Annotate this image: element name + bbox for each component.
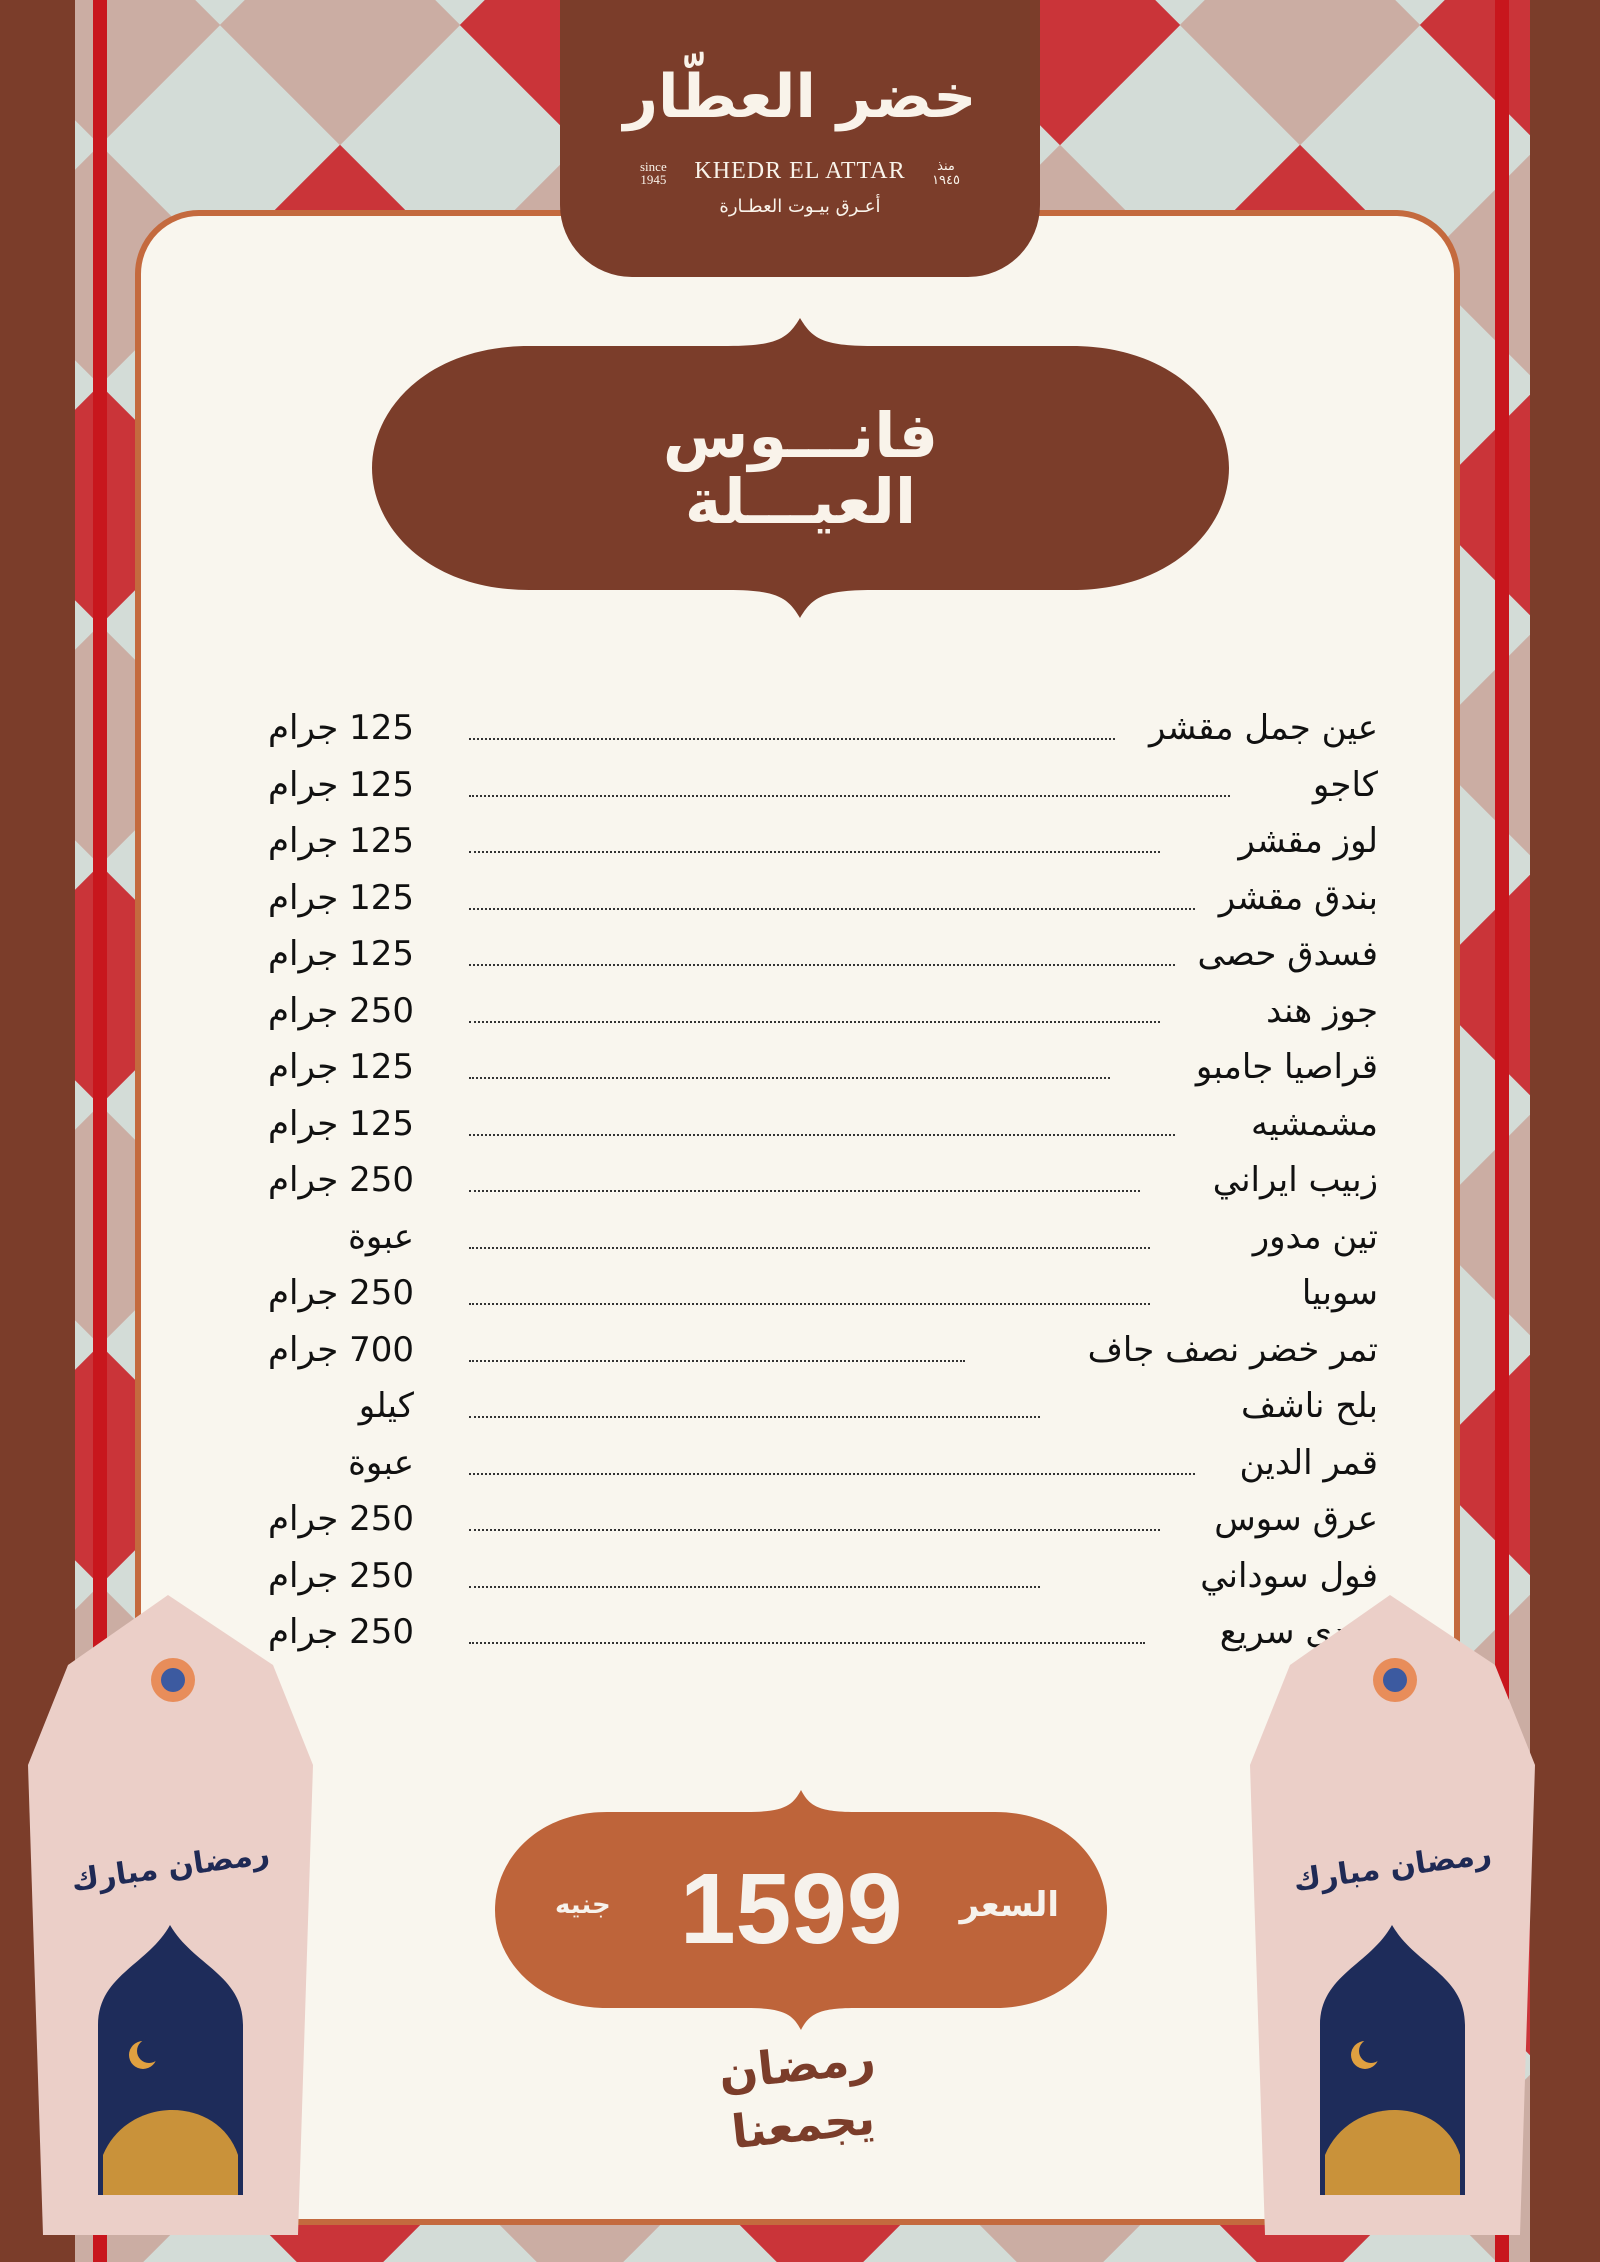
dotted-leader [469, 1472, 1195, 1475]
since-ar-text: منذ [937, 159, 955, 174]
title-line-1: فانـــوس [662, 399, 939, 472]
list-item: قمر الدين عبوة [0, 1443, 1600, 1499]
item-name: مشمشيه [1250, 1103, 1378, 1144]
list-item: عين جمل مقشر 125 جرام [0, 708, 1600, 764]
dotted-leader [469, 1190, 1140, 1192]
dotted-leader [469, 964, 1175, 966]
since-ar-year: ١٩٤٥ [932, 173, 960, 188]
list-item: كاجو 125 جرام [0, 765, 1600, 821]
price-badge-shape [495, 1790, 1107, 2030]
dotted-leader [469, 738, 1115, 740]
item-quantity: عبوة [348, 1216, 414, 1257]
list-item: فول سوداني 250 جرام [0, 1556, 1600, 1612]
dotted-leader [469, 1133, 1175, 1136]
logo-arabic: خضر العطّار [623, 62, 977, 132]
item-name: فسدق حصى [1197, 934, 1378, 974]
lantern-bag-illustration [1250, 1595, 1535, 2235]
dotted-leader [469, 851, 1160, 853]
title-badge: فانـــوس العيـــلة [372, 318, 1229, 618]
item-name: بلح ناشف [1241, 1386, 1378, 1426]
item-name: لوز مقشر [1238, 821, 1378, 861]
item-name: زبيب ايراني [1212, 1160, 1378, 1200]
price-currency: جنيه [555, 1890, 611, 1920]
title-badge-shape [372, 318, 1229, 618]
item-name: تمر خضر نصف جاف [1087, 1329, 1378, 1370]
lantern-bag-illustration [28, 1595, 313, 2235]
logo-english: KHEDR EL ATTAR [694, 158, 906, 184]
list-item: تمر خضر نصف جاف 700 جرام [0, 1330, 1600, 1386]
lantern-bag-left: رمضان مبارك [28, 1595, 313, 2235]
dotted-leader [469, 1642, 1145, 1644]
item-name: تين مدور [1252, 1216, 1378, 1257]
item-quantity: 125 جرام [268, 1047, 414, 1087]
brand-logo: خضر العطّار since 1945 KHEDR EL ATTAR منذ… [560, 0, 1040, 277]
item-quantity: 125 جرام [268, 708, 414, 748]
item-quantity: 700 جرام [268, 1329, 414, 1370]
item-quantity: 250 جرام [268, 1555, 414, 1596]
pattern-tile [1179, 0, 1421, 146]
item-quantity: 250 جرام [268, 1273, 414, 1313]
item-name: فول سوداني [1200, 1555, 1378, 1596]
dotted-leader [469, 1077, 1110, 1079]
pattern-tile [219, 0, 461, 146]
title-line-2: العيـــلة [684, 465, 917, 538]
dotted-leader [469, 794, 1230, 797]
list-item: قراصيا جامبو 125 جرام [0, 1047, 1600, 1103]
list-item: بلح ناشف كيلو [0, 1386, 1600, 1442]
list-item: مشمشيه 125 جرام [0, 1104, 1600, 1160]
item-quantity: 250 جرام [268, 1612, 414, 1652]
dotted-leader [469, 1359, 965, 1362]
list-item: زبيب ايراني 250 جرام [0, 1160, 1600, 1216]
item-quantity: 125 جرام [268, 764, 414, 805]
list-item: تين مدور عبوة [0, 1217, 1600, 1273]
since-text: since [640, 159, 667, 174]
dotted-leader [469, 1303, 1150, 1305]
logo-tagline: أعـرق بيـوت العطـارة [719, 196, 881, 217]
ramadan-calligraphy: رمضان يجمعنا [694, 2025, 905, 2165]
page-title: فانـــوس العيـــلة [372, 403, 1229, 535]
item-name: سوبيا [1301, 1273, 1378, 1313]
item-name: جوز هند [1266, 990, 1378, 1031]
item-name: عرق سوس [1214, 1499, 1378, 1539]
list-item: بندق مقشر 125 جرام [0, 878, 1600, 934]
dotted-leader [469, 1246, 1150, 1249]
item-name: كاجو [1312, 764, 1378, 805]
item-name: بندق مقشر [1218, 877, 1378, 918]
item-name: عين جمل مقشر [1149, 708, 1378, 748]
list-item: عرق سوس 250 جرام [0, 1499, 1600, 1555]
list-item: سوبيا 250 جرام [0, 1273, 1600, 1329]
list-item: فسدق حصى 125 جرام [0, 934, 1600, 990]
price-label: السعر [959, 1885, 1059, 1925]
item-name: قراصيا جامبو [1195, 1047, 1378, 1087]
dotted-leader [469, 1416, 1040, 1418]
since-label: since 1945 [640, 160, 667, 186]
item-quantity: كيلو [358, 1386, 414, 1426]
item-quantity: 250 جرام [268, 990, 414, 1031]
item-quantity: عبوة [348, 1442, 414, 1483]
price-badge: السعر 1599 جنيه [495, 1790, 1107, 2030]
price-value: 1599 [680, 1853, 903, 1965]
dotted-leader [469, 1585, 1040, 1588]
pattern-tile [1419, 0, 1530, 146]
dotted-leader [469, 1529, 1160, 1531]
list-item: جوز هند 250 جرام [0, 991, 1600, 1047]
dotted-leader [469, 1020, 1160, 1023]
item-name: قمر الدين [1239, 1442, 1378, 1483]
item-quantity: 125 جرام [268, 1103, 414, 1144]
item-quantity: 250 جرام [268, 1160, 414, 1200]
item-quantity: 125 جرام [268, 821, 414, 861]
lantern-bag-right: رمضان مبارك [1250, 1595, 1535, 2235]
list-item: لوز مقشر 125 جرام [0, 821, 1600, 877]
dotted-leader [469, 907, 1195, 910]
since-year: 1945 [640, 172, 667, 187]
item-quantity: 125 جرام [268, 877, 414, 918]
item-quantity: 125 جرام [268, 934, 414, 974]
since-label-ar: منذ ١٩٤٥ [932, 160, 960, 188]
item-quantity: 250 جرام [268, 1499, 414, 1539]
